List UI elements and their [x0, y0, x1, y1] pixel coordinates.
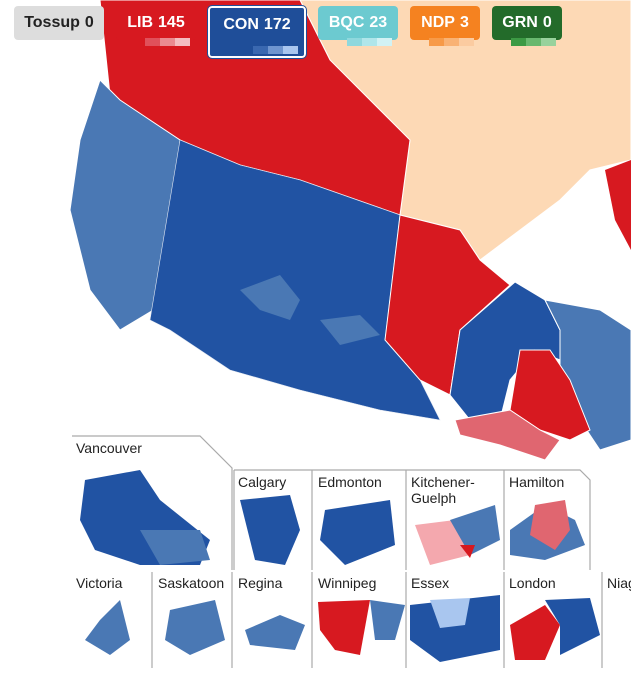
inset-label[interactable]: Vancouver: [76, 440, 142, 456]
party-name: BQC: [328, 14, 365, 31]
con-button[interactable]: CON 172: [207, 5, 307, 59]
inset-label[interactable]: Kitchener-Guelph: [411, 474, 475, 506]
inset-label[interactable]: Calgary: [238, 474, 287, 490]
party-name: GRN: [502, 14, 538, 31]
party-name: LIB: [127, 14, 154, 31]
inset-label[interactable]: Hamilton: [509, 474, 565, 490]
seat-count: 0: [542, 14, 552, 31]
inset-label[interactable]: London: [509, 575, 556, 591]
bqc-button[interactable]: BQC 23: [318, 6, 398, 46]
inset-label[interactable]: Winnipeg: [318, 575, 377, 591]
inset-label[interactable]: Regina: [238, 575, 283, 591]
party-name: CON: [223, 16, 259, 33]
lib-button[interactable]: LIB 145: [116, 6, 196, 46]
tossup-button[interactable]: Tossup 0: [14, 6, 104, 40]
party-name: NDP: [421, 14, 455, 31]
inset-label[interactable]: Niagara: [607, 575, 631, 591]
inset-label[interactable]: Essex: [411, 575, 450, 591]
ndp-button[interactable]: NDP 3: [410, 6, 480, 46]
seat-count: 3: [459, 14, 469, 31]
seat-count: 0: [84, 14, 94, 31]
grn-button[interactable]: GRN 0: [492, 6, 562, 46]
inset-label[interactable]: Victoria: [76, 575, 123, 591]
inset-label[interactable]: Edmonton: [318, 474, 382, 490]
inset-label[interactable]: Saskatoon: [158, 575, 225, 591]
party-name: Tossup: [24, 14, 80, 31]
seat-count: 145: [158, 14, 185, 31]
seat-count: 23: [369, 14, 388, 31]
seat-count: 172: [263, 16, 291, 33]
